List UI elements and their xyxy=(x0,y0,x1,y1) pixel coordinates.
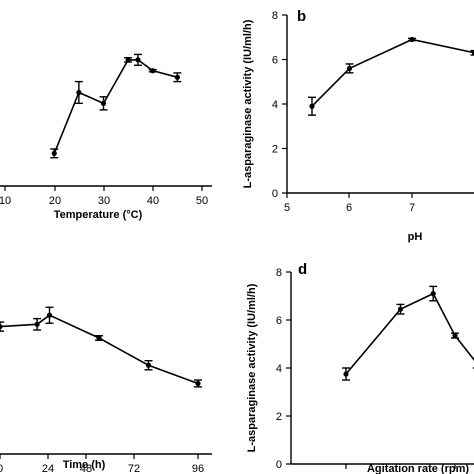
y-tick-label: 6 xyxy=(272,55,278,67)
y-tick-label: 0 xyxy=(276,459,282,471)
series-line xyxy=(311,38,474,107)
data-point xyxy=(96,335,102,341)
x-tick-label: 6 xyxy=(346,202,352,214)
x-tick-label: 7 xyxy=(409,202,415,214)
chart-panel-4: 10020002468L-asparaginase activity (IU/m… xyxy=(246,261,474,474)
chart-panel-1: 10 20 30 40 50 Temperature (°C) xyxy=(0,53,212,221)
x-tick-label: 10 xyxy=(0,195,11,207)
x-tick-label: 48 xyxy=(80,463,92,474)
x-tick-label: 20 xyxy=(49,195,61,207)
data-point xyxy=(51,150,57,156)
data-point xyxy=(471,50,474,56)
chart-panel-3: 0 24 48 72 96 Time (h) xyxy=(0,306,212,474)
data-point xyxy=(343,371,349,377)
panel-letter: b xyxy=(297,8,306,25)
data-point xyxy=(46,312,53,318)
y-tick-label: 2 xyxy=(276,411,282,423)
data-point xyxy=(452,333,458,339)
y-tick-label: 0 xyxy=(272,188,278,200)
x-tick-label: 72 xyxy=(128,463,140,474)
data-point xyxy=(145,362,152,368)
x-tick-label: 50 xyxy=(196,195,208,207)
x-tick-label: 24 xyxy=(42,463,54,474)
data-point xyxy=(409,36,415,43)
y-axis-title: L-asparaginase activity (IU/ml/h) xyxy=(246,283,258,452)
series-line xyxy=(53,59,178,154)
data-point xyxy=(346,65,353,71)
x-tick-label: 96 xyxy=(192,463,204,474)
series-line xyxy=(0,314,199,385)
data-point xyxy=(309,103,315,109)
panel-letter: d xyxy=(298,261,307,278)
x-tick-label: 0 xyxy=(0,463,3,474)
x-axis-title: Time (h) xyxy=(63,459,106,471)
chart-panel-2: 5 6 7 0 2 4 6 8 L-asparaginase activity (IU/ml/h… xyxy=(242,8,474,243)
data-point xyxy=(125,57,131,63)
y-tick-label: 6 xyxy=(276,315,282,327)
data-point xyxy=(174,74,180,80)
y-tick-label: 2 xyxy=(272,144,278,156)
x-tick-label: 40 xyxy=(147,195,159,207)
y-tick-label: 4 xyxy=(272,99,278,111)
x-tick-label: 5 xyxy=(284,202,290,214)
y-tick-label: 8 xyxy=(276,267,282,279)
data-point xyxy=(430,291,436,297)
y-axis-title: L-asparaginase activity (IU/ml/h) xyxy=(242,19,254,188)
y-tick-label: 8 xyxy=(272,10,278,22)
data-point xyxy=(150,68,156,74)
data-point xyxy=(0,324,3,330)
data-point xyxy=(397,306,404,312)
data-point xyxy=(34,321,40,327)
data-point xyxy=(76,89,82,96)
data-point xyxy=(100,100,107,106)
x-axis-title: Temperature (°C) xyxy=(54,209,143,221)
x-axis-title: pH xyxy=(408,231,423,243)
x-axis-title: Agitation rate (rpm) xyxy=(367,463,469,474)
data-point xyxy=(195,380,201,387)
data-point xyxy=(135,57,141,63)
x-tick-label: 30 xyxy=(98,195,110,207)
y-tick-label: 4 xyxy=(276,363,282,375)
